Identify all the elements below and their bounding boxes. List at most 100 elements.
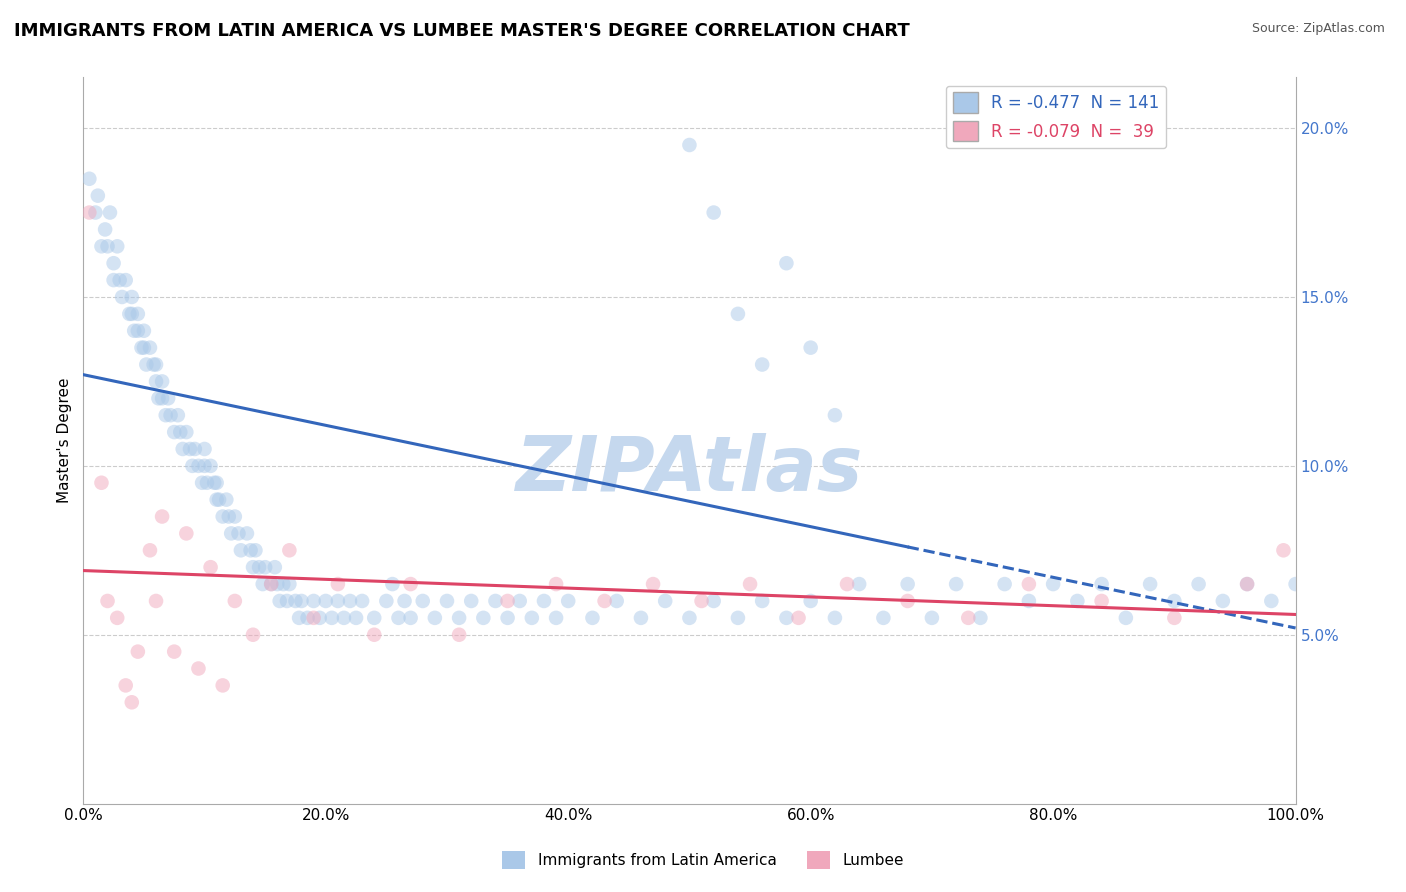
Point — [121, 695, 143, 709]
Point — [1284, 577, 1306, 591]
Point — [155, 408, 177, 422]
Point — [1163, 594, 1185, 608]
Point — [352, 594, 374, 608]
Point — [195, 475, 218, 490]
Point — [449, 611, 471, 625]
Point — [288, 611, 311, 625]
Point — [678, 611, 700, 625]
Point — [496, 611, 519, 625]
Point — [103, 273, 125, 287]
Point — [105, 611, 128, 625]
Point — [557, 594, 579, 608]
Point — [163, 645, 186, 659]
Point — [1260, 594, 1282, 608]
Point — [211, 678, 233, 692]
Point — [181, 458, 204, 473]
Point — [224, 594, 246, 608]
Point — [326, 577, 349, 591]
Point — [148, 392, 170, 406]
Text: ZIPAtlas: ZIPAtlas — [516, 433, 863, 507]
Point — [1236, 577, 1258, 591]
Point — [423, 611, 446, 625]
Point — [1187, 577, 1209, 591]
Point — [824, 611, 846, 625]
Point — [157, 392, 180, 406]
Point — [897, 577, 920, 591]
Point — [166, 408, 188, 422]
Point — [1091, 594, 1114, 608]
Point — [84, 205, 107, 219]
Point — [641, 577, 664, 591]
Point — [278, 577, 301, 591]
Point — [375, 594, 398, 608]
Point — [520, 611, 543, 625]
Point — [169, 425, 191, 439]
Point — [239, 543, 262, 558]
Point — [848, 577, 870, 591]
Point — [302, 594, 325, 608]
Point — [606, 594, 628, 608]
Point — [105, 239, 128, 253]
Point — [472, 611, 495, 625]
Point — [775, 611, 797, 625]
Point — [172, 442, 194, 456]
Point — [228, 526, 250, 541]
Point — [218, 509, 240, 524]
Point — [654, 594, 676, 608]
Point — [266, 577, 288, 591]
Point — [278, 543, 301, 558]
Point — [1066, 594, 1088, 608]
Point — [945, 577, 967, 591]
Point — [215, 492, 238, 507]
Text: IMMIGRANTS FROM LATIN AMERICA VS LUMBEE MASTER'S DEGREE CORRELATION CHART: IMMIGRANTS FROM LATIN AMERICA VS LUMBEE … — [14, 22, 910, 40]
Point — [205, 492, 228, 507]
Point — [191, 475, 214, 490]
Point — [179, 442, 201, 456]
Point — [1212, 594, 1234, 608]
Point — [546, 577, 568, 591]
Point — [872, 611, 894, 625]
Point — [703, 205, 725, 219]
Point — [339, 594, 361, 608]
Point — [96, 239, 118, 253]
Point — [412, 594, 434, 608]
Point — [200, 560, 222, 574]
Point — [593, 594, 616, 608]
Point — [321, 611, 343, 625]
Point — [150, 509, 173, 524]
Point — [219, 526, 242, 541]
Point — [90, 239, 112, 253]
Point — [290, 594, 312, 608]
Point — [132, 341, 155, 355]
Point — [176, 425, 198, 439]
Point — [484, 594, 506, 608]
Point — [727, 611, 749, 625]
Point — [145, 358, 167, 372]
Point — [835, 577, 858, 591]
Point — [1163, 611, 1185, 625]
Point — [308, 611, 330, 625]
Point — [738, 577, 761, 591]
Point — [1115, 611, 1137, 625]
Point — [90, 475, 112, 490]
Point — [800, 341, 823, 355]
Point — [242, 628, 264, 642]
Point — [775, 256, 797, 270]
Point — [150, 375, 173, 389]
Point — [187, 661, 209, 675]
Point — [630, 611, 652, 625]
Point — [193, 442, 215, 456]
Point — [127, 645, 149, 659]
Point — [118, 307, 141, 321]
Point — [496, 594, 519, 608]
Legend: R = -0.477  N = 141, R = -0.079  N =  39: R = -0.477 N = 141, R = -0.079 N = 39 — [946, 86, 1166, 148]
Point — [176, 526, 198, 541]
Point — [96, 594, 118, 608]
Point — [921, 611, 943, 625]
Point — [202, 475, 225, 490]
Point — [114, 273, 136, 287]
Point — [690, 594, 713, 608]
Point — [254, 560, 277, 574]
Point — [333, 611, 356, 625]
Point — [131, 341, 153, 355]
